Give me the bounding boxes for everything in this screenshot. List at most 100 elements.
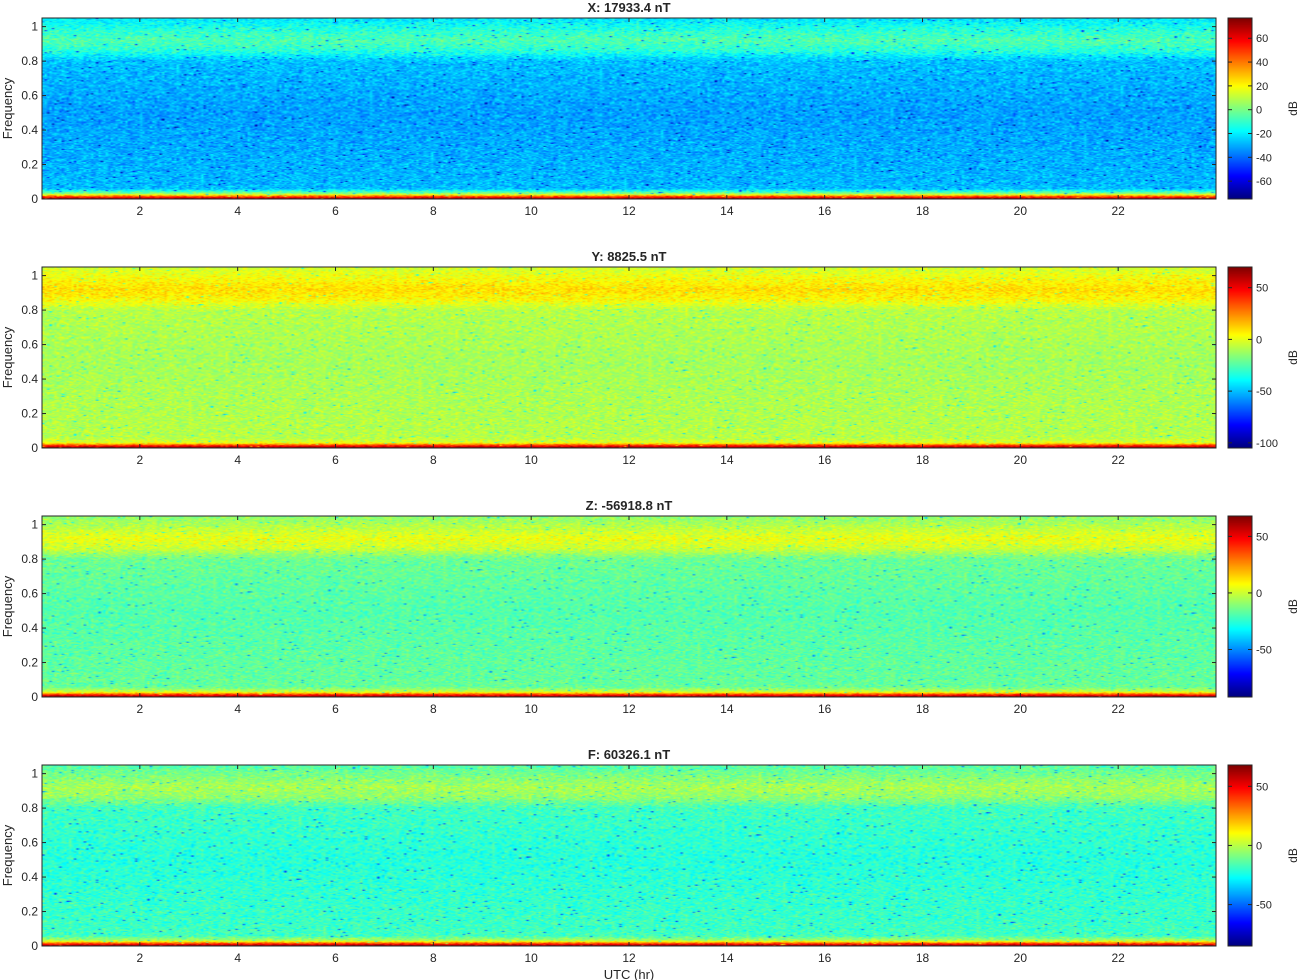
- x-tick-label: 20: [1014, 204, 1028, 218]
- panel-title: Y: 8825.5 nT: [592, 249, 667, 264]
- colorbar-label: dB: [1286, 848, 1300, 863]
- x-tick-label: 16: [818, 702, 832, 716]
- colorbar-label: dB: [1286, 350, 1300, 365]
- x-tick-label: 20: [1014, 702, 1028, 716]
- x-tick-label: 2: [136, 702, 143, 716]
- y-tick-label: 0: [31, 192, 38, 206]
- colorbar-tick-label: 0: [1256, 588, 1262, 600]
- spectrogram-panel: X: 17933.4 nT2 4 6 8 10 12 14 16 18 20 2200.20.40.…: [0, 0, 1300, 218]
- colorbar: [1228, 765, 1252, 946]
- x-tick-label: 8: [430, 702, 437, 716]
- colorbar-tick-label: 20: [1256, 81, 1268, 93]
- x-tick-label: 2: [136, 951, 143, 965]
- colorbar-tick-label: 0: [1256, 840, 1262, 852]
- spectrogram-panel: Y: 8825.5 nT2 4 6 8 10 12 14 16 18 20 2200.20.40.6…: [0, 249, 1300, 467]
- y-tick-label: 0: [31, 939, 38, 953]
- y-axis-label: Frequency: [0, 326, 15, 388]
- panel-title: X: 17933.4 nT: [587, 0, 670, 15]
- x-tick-label: 22: [1111, 204, 1125, 218]
- colorbar-tick-label: 60: [1256, 33, 1268, 45]
- colorbar-tick-label: 40: [1256, 57, 1268, 69]
- x-tick-label: 4: [234, 453, 241, 467]
- spectrogram-panel: Z: -56918.8 nT2 4 6 8 10 12 14 16 18 20 2200.20.40…: [0, 498, 1300, 716]
- spectrogram-heatmap: [42, 516, 1216, 697]
- x-tick-label: 12: [622, 204, 636, 218]
- x-tick-label: 6: [332, 951, 339, 965]
- x-axis-label: UTC (hr): [604, 967, 655, 980]
- y-axis-label: Frequency: [0, 77, 15, 139]
- y-tick-label: 0.4: [21, 372, 38, 386]
- y-tick-label: 1: [31, 518, 38, 532]
- x-tick-label: 20: [1014, 453, 1028, 467]
- y-tick-label: 0.6: [21, 836, 38, 850]
- colorbar-tick-label: 50: [1256, 283, 1268, 295]
- y-tick-label: 0.6: [21, 338, 38, 352]
- y-tick-label: 0.8: [21, 54, 38, 68]
- x-tick-label: 12: [622, 951, 636, 965]
- x-tick-label: 2: [136, 204, 143, 218]
- x-tick-label: 14: [720, 204, 734, 218]
- y-tick-label: 0.2: [21, 407, 38, 421]
- x-tick-label: 4: [234, 951, 241, 965]
- colorbar-tick-label: 0: [1256, 105, 1262, 117]
- panel-title: F: 60326.1 nT: [588, 747, 670, 762]
- colorbar-box: [1227, 17, 1253, 200]
- x-tick-label: 2: [136, 453, 143, 467]
- x-tick-label: 16: [818, 204, 832, 218]
- y-tick-label: 0.2: [21, 158, 38, 172]
- x-tick-label: 18: [916, 204, 930, 218]
- colorbar-tick-label: -100: [1256, 438, 1278, 450]
- x-tick-label: 14: [720, 453, 734, 467]
- x-tick-label: 4: [234, 702, 241, 716]
- x-tick-label: 10: [524, 204, 538, 218]
- colorbar: [1228, 267, 1252, 448]
- spectrogram-panel: F: 60326.1 nT2 4 6 8 10 12 14 16 18 20 2200.20.40.…: [0, 747, 1300, 980]
- x-tick-label: 8: [430, 453, 437, 467]
- y-tick-label: 0.8: [21, 552, 38, 566]
- panel-title: Z: -56918.8 nT: [586, 498, 673, 513]
- y-axis-label: Frequency: [0, 824, 15, 886]
- x-tick-label: 10: [524, 702, 538, 716]
- colorbar-tick-label: -50: [1256, 386, 1272, 398]
- y-axis-label: Frequency: [0, 575, 15, 637]
- colorbar-box: [1227, 266, 1253, 449]
- x-tick-label: 22: [1111, 951, 1125, 965]
- colorbar-tick-label: 0: [1256, 334, 1262, 346]
- x-tick-label: 16: [818, 951, 832, 965]
- colorbar-tick-label: -50: [1256, 644, 1272, 656]
- colorbar-tick-label: 50: [1256, 781, 1268, 793]
- x-tick-label: 6: [332, 453, 339, 467]
- y-tick-label: 1: [31, 20, 38, 34]
- x-tick-label: 12: [622, 702, 636, 716]
- colorbar-box: [1227, 764, 1253, 947]
- x-tick-label: 18: [916, 453, 930, 467]
- x-tick-label: 8: [430, 204, 437, 218]
- y-tick-label: 0: [31, 441, 38, 455]
- x-tick-label: 6: [332, 204, 339, 218]
- x-tick-label: 10: [524, 453, 538, 467]
- x-tick-label: 14: [720, 702, 734, 716]
- colorbar-tick-label: -20: [1256, 129, 1272, 141]
- x-tick-label: 18: [916, 951, 930, 965]
- y-tick-label: 0.4: [21, 870, 38, 884]
- y-tick-label: 0: [31, 690, 38, 704]
- spectrogram-heatmap: [42, 18, 1216, 199]
- spectrogram-heatmap: [42, 765, 1216, 946]
- x-tick-label: 10: [524, 951, 538, 965]
- y-tick-label: 0.4: [21, 621, 38, 635]
- x-tick-label: 20: [1014, 951, 1028, 965]
- y-tick-label: 1: [31, 767, 38, 781]
- y-tick-label: 1: [31, 269, 38, 283]
- spectrogram-heatmap: [42, 267, 1216, 448]
- x-tick-label: 18: [916, 702, 930, 716]
- colorbar-label: dB: [1286, 101, 1300, 116]
- colorbar-tick-label: -40: [1256, 152, 1272, 164]
- x-tick-label: 22: [1111, 453, 1125, 467]
- y-tick-label: 0.8: [21, 801, 38, 815]
- x-tick-label: 6: [332, 702, 339, 716]
- colorbar-tick-label: 50: [1256, 531, 1268, 543]
- x-tick-label: 8: [430, 951, 437, 965]
- y-tick-label: 0.8: [21, 303, 38, 317]
- x-tick-label: 12: [622, 453, 636, 467]
